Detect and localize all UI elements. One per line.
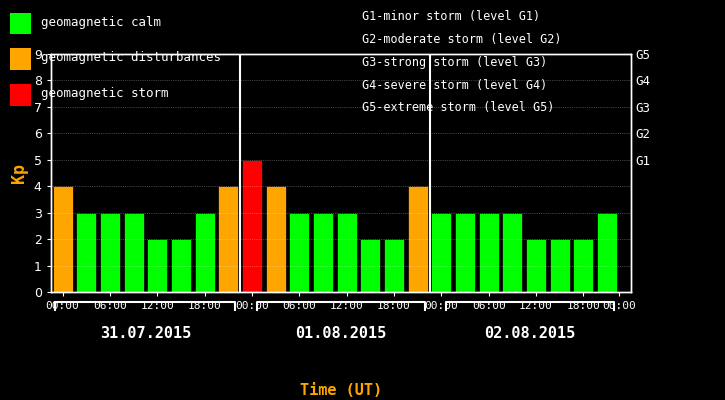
Bar xyxy=(10,13,31,34)
Bar xyxy=(455,213,475,292)
Text: geomagnetic storm: geomagnetic storm xyxy=(41,87,168,100)
Bar xyxy=(123,213,144,292)
Y-axis label: Kp: Kp xyxy=(10,163,28,183)
Text: Time (UT): Time (UT) xyxy=(299,383,382,398)
Bar xyxy=(10,84,31,106)
Bar xyxy=(313,213,333,292)
Bar xyxy=(289,213,310,292)
Text: G1-minor storm (level G1): G1-minor storm (level G1) xyxy=(362,10,541,24)
Bar xyxy=(478,213,499,292)
Bar xyxy=(360,239,381,292)
Text: 31.07.2015: 31.07.2015 xyxy=(100,326,191,342)
Bar xyxy=(336,213,357,292)
Bar xyxy=(502,213,523,292)
Bar xyxy=(100,213,120,292)
Bar xyxy=(431,213,452,292)
Bar xyxy=(194,213,215,292)
Text: 01.08.2015: 01.08.2015 xyxy=(295,326,386,342)
Bar xyxy=(76,213,96,292)
Bar xyxy=(407,186,428,292)
Text: G5-extreme storm (level G5): G5-extreme storm (level G5) xyxy=(362,101,555,114)
Bar xyxy=(384,239,404,292)
Bar xyxy=(10,48,31,70)
Bar xyxy=(550,239,570,292)
Bar xyxy=(218,186,239,292)
Text: G2-moderate storm (level G2): G2-moderate storm (level G2) xyxy=(362,33,562,46)
Bar xyxy=(52,186,72,292)
Bar xyxy=(171,239,191,292)
Bar xyxy=(526,239,546,292)
Text: 02.08.2015: 02.08.2015 xyxy=(484,326,576,342)
Bar xyxy=(573,239,594,292)
Text: G3-strong storm (level G3): G3-strong storm (level G3) xyxy=(362,56,548,69)
Bar xyxy=(265,186,286,292)
Bar xyxy=(597,213,617,292)
Text: G4-severe storm (level G4): G4-severe storm (level G4) xyxy=(362,78,548,92)
Text: geomagnetic disturbances: geomagnetic disturbances xyxy=(41,52,220,64)
Bar xyxy=(242,160,262,292)
Bar xyxy=(147,239,167,292)
Text: geomagnetic calm: geomagnetic calm xyxy=(41,16,161,29)
